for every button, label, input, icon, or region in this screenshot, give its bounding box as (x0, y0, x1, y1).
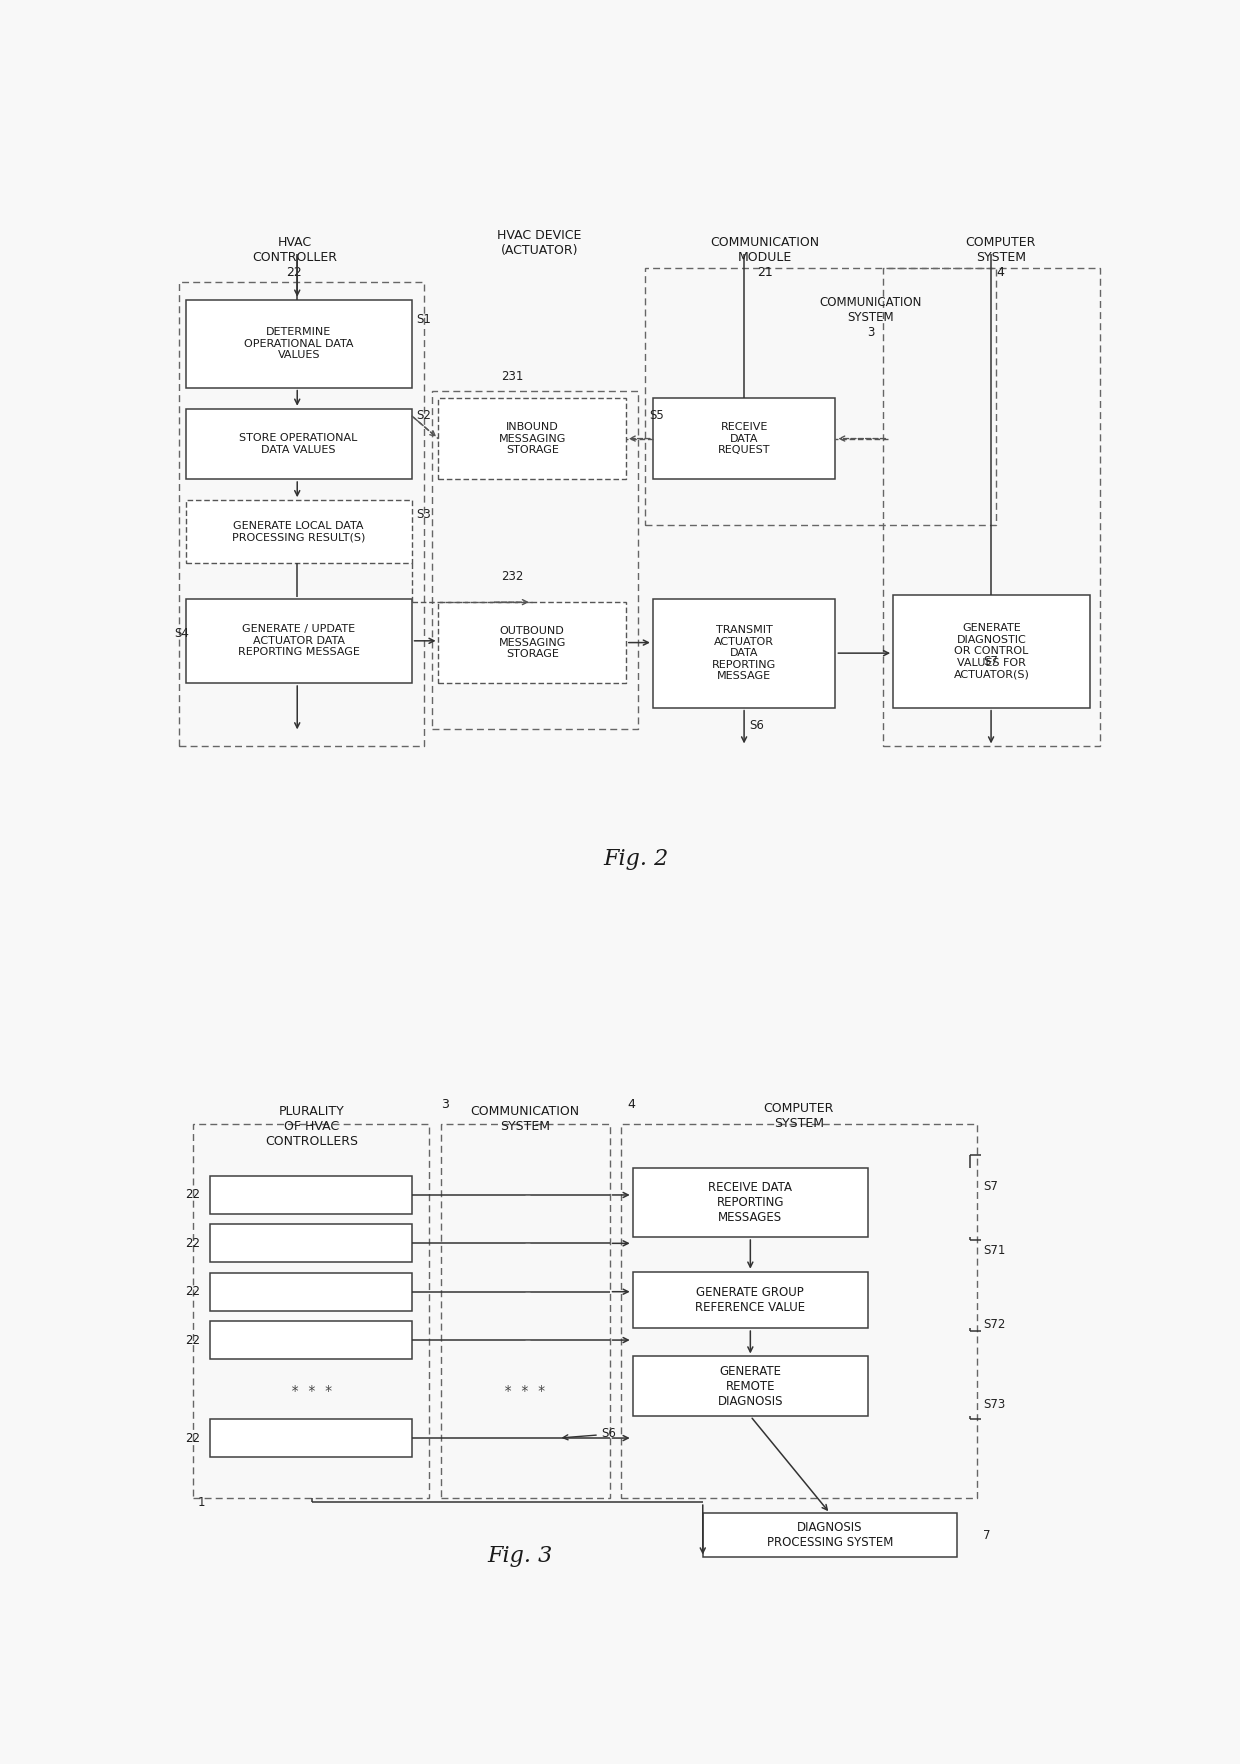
Text: GENERATE GROUP
REFERENCE VALUE: GENERATE GROUP REFERENCE VALUE (696, 1286, 806, 1314)
Bar (439, 399, 626, 480)
Bar (193, 1124, 429, 1498)
Text: 22: 22 (185, 1334, 200, 1346)
Bar (210, 1420, 412, 1457)
Bar (210, 1274, 412, 1311)
Text: 231: 231 (501, 370, 523, 383)
Text: S3: S3 (417, 508, 432, 520)
Bar (652, 598, 836, 707)
Text: 4: 4 (627, 1097, 636, 1111)
Text: GENERATE
DIAGNOSTIC
OR CONTROL
VALUES FOR
ACTUATOR(S): GENERATE DIAGNOSTIC OR CONTROL VALUES FO… (954, 623, 1029, 679)
Bar (632, 1168, 868, 1237)
Text: Fig. 3: Fig. 3 (487, 1545, 553, 1566)
Bar (439, 602, 626, 683)
Text: 7: 7 (983, 1529, 991, 1542)
Text: S6: S6 (749, 718, 764, 732)
Text: INBOUND
MESSAGING
STORAGE: INBOUND MESSAGING STORAGE (498, 422, 565, 455)
Bar (432, 392, 639, 729)
Text: HVAC
CONTROLLER
22: HVAC CONTROLLER 22 (252, 236, 337, 279)
Text: S71: S71 (983, 1244, 1006, 1258)
Bar (179, 282, 424, 746)
Text: S6: S6 (601, 1427, 616, 1439)
Text: COMMUNICATION
MODULE
21: COMMUNICATION MODULE 21 (711, 236, 820, 279)
Text: * * *: * * * (290, 1385, 332, 1397)
Text: DETERMINE
OPERATIONAL DATA
VALUES: DETERMINE OPERATIONAL DATA VALUES (244, 326, 353, 360)
Bar (893, 594, 1090, 707)
Bar (210, 1321, 412, 1358)
Bar (621, 1124, 977, 1498)
Bar (186, 598, 412, 683)
Text: RECEIVE DATA
REPORTING
MESSAGES: RECEIVE DATA REPORTING MESSAGES (708, 1182, 792, 1224)
Bar (210, 1224, 412, 1263)
Bar (210, 1177, 412, 1214)
Text: S72: S72 (983, 1318, 1006, 1332)
Text: COMMUNICATION
SYSTEM
3: COMMUNICATION SYSTEM 3 (820, 296, 923, 339)
Text: PLURALITY
OF HVAC
CONTROLLERS: PLURALITY OF HVAC CONTROLLERS (265, 1104, 358, 1148)
Text: S7: S7 (983, 1180, 998, 1192)
Text: RECEIVE
DATA
REQUEST: RECEIVE DATA REQUEST (718, 422, 770, 455)
Bar (441, 1124, 610, 1498)
Bar (703, 1514, 957, 1558)
Text: COMPUTER
SYSTEM
4: COMPUTER SYSTEM 4 (966, 236, 1035, 279)
Text: GENERATE
REMOTE
DIAGNOSIS: GENERATE REMOTE DIAGNOSIS (718, 1365, 784, 1408)
Bar (645, 268, 996, 524)
Bar (652, 399, 836, 480)
Bar (186, 300, 412, 388)
Text: 3: 3 (441, 1097, 449, 1111)
Text: OUTBOUND
MESSAGING
STORAGE: OUTBOUND MESSAGING STORAGE (498, 626, 565, 660)
Text: S4: S4 (174, 628, 188, 640)
Text: 22: 22 (185, 1432, 200, 1445)
Bar (883, 268, 1100, 746)
Text: GENERATE / UPDATE
ACTUATOR DATA
REPORTING MESSAGE: GENERATE / UPDATE ACTUATOR DATA REPORTIN… (238, 624, 360, 658)
Text: S73: S73 (983, 1397, 1006, 1411)
Text: GENERATE LOCAL DATA
PROCESSING RESULT(S): GENERATE LOCAL DATA PROCESSING RESULT(S) (232, 520, 366, 543)
Text: STORE OPERATIONAL
DATA VALUES: STORE OPERATIONAL DATA VALUES (239, 432, 358, 455)
Text: S7: S7 (983, 656, 998, 669)
Text: S2: S2 (417, 409, 432, 422)
Bar (632, 1272, 868, 1328)
Bar (186, 501, 412, 563)
Text: HVAC DEVICE
(ACTUATOR): HVAC DEVICE (ACTUATOR) (497, 229, 582, 258)
Text: 22: 22 (185, 1189, 200, 1201)
Text: 1: 1 (197, 1496, 205, 1510)
Text: S1: S1 (417, 312, 432, 326)
Text: * * *: * * * (503, 1385, 546, 1397)
Text: COMMUNICATION
SYSTEM: COMMUNICATION SYSTEM (470, 1104, 579, 1132)
Text: 232: 232 (501, 570, 523, 582)
Text: S5: S5 (649, 409, 663, 422)
Text: 22: 22 (185, 1237, 200, 1251)
Bar (186, 409, 412, 480)
Text: COMPUTER
SYSTEM: COMPUTER SYSTEM (764, 1102, 835, 1131)
Text: Fig. 2: Fig. 2 (603, 848, 668, 870)
Text: TRANSMIT
ACTUATOR
DATA
REPORTING
MESSAGE: TRANSMIT ACTUATOR DATA REPORTING MESSAGE (712, 624, 776, 681)
Text: DIAGNOSIS
PROCESSING SYSTEM: DIAGNOSIS PROCESSING SYSTEM (766, 1521, 893, 1549)
Text: 22: 22 (185, 1286, 200, 1298)
Bar (632, 1357, 868, 1416)
